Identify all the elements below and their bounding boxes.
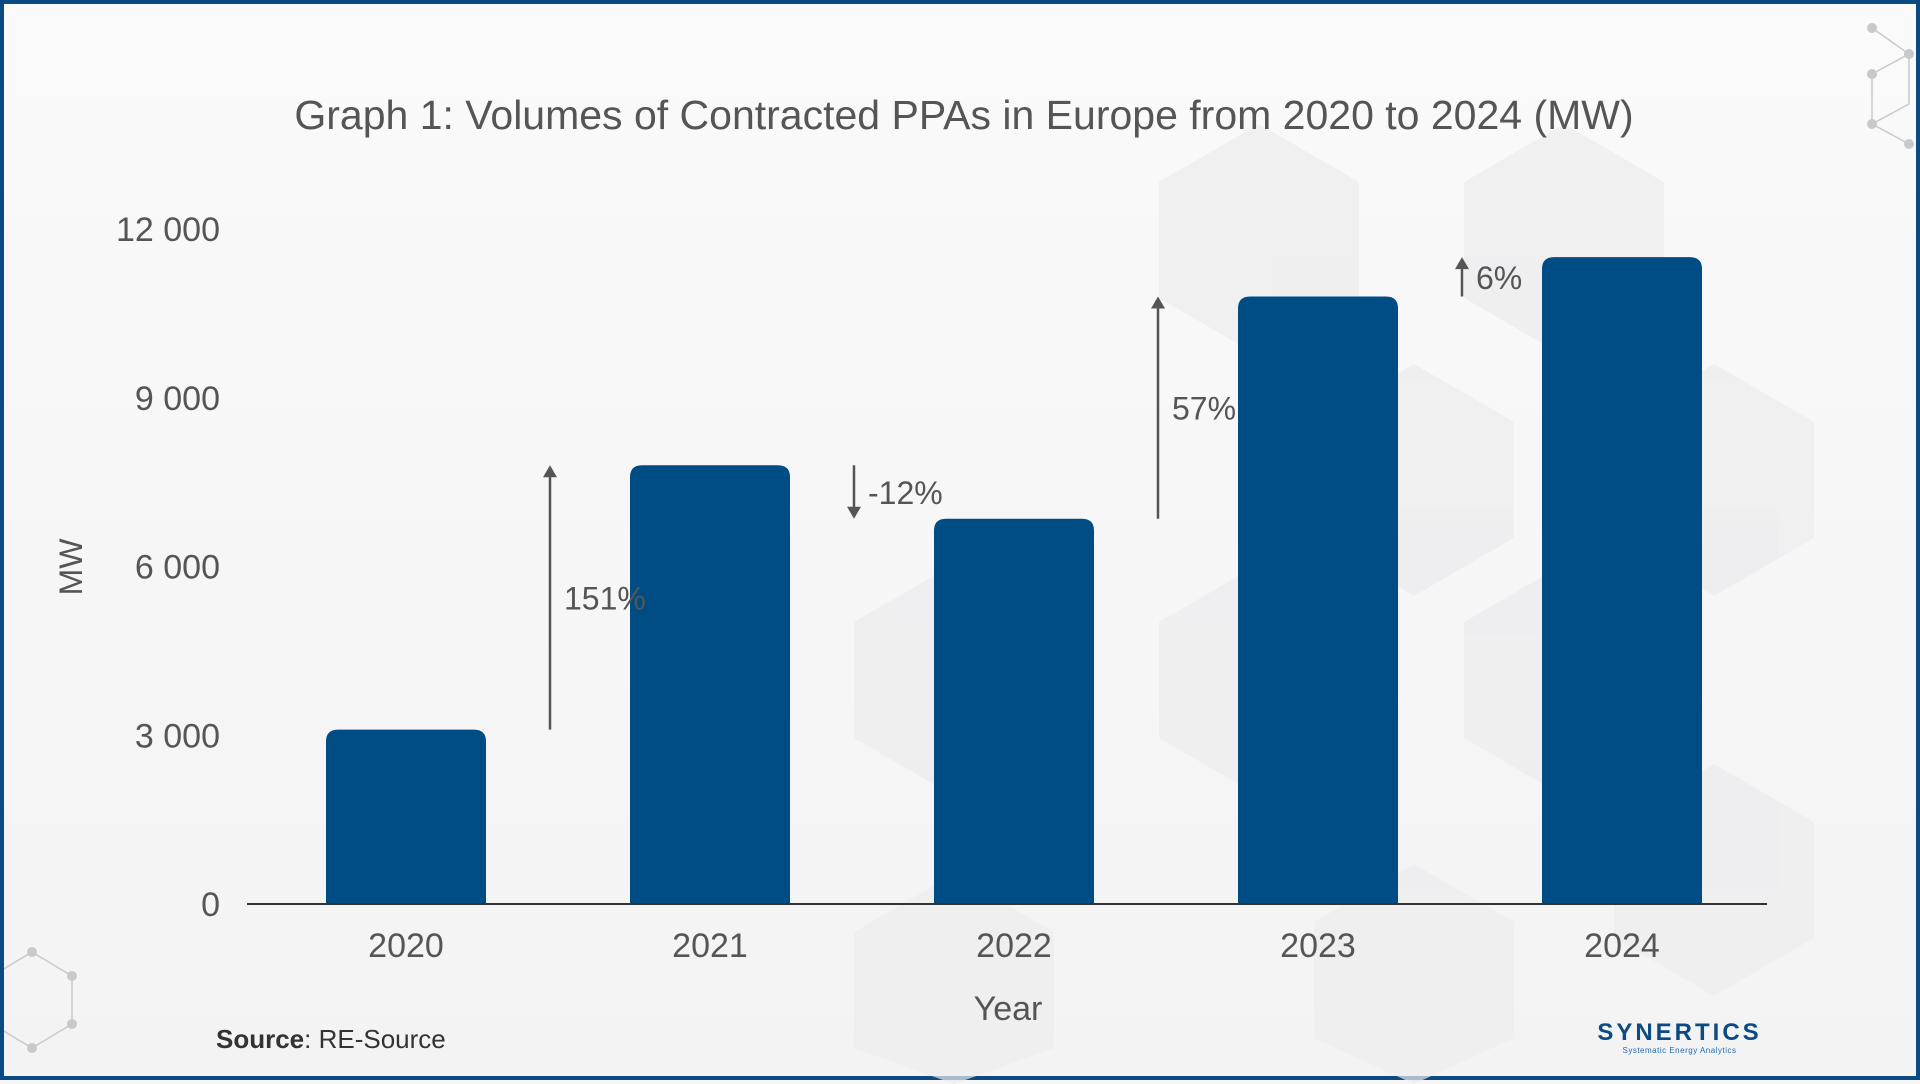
- growth-arrowhead: [1455, 257, 1469, 270]
- growth-annotation: 6%: [1455, 257, 1522, 297]
- x-tick-label: 2022: [976, 927, 1052, 965]
- source-note: Source: RE-Source: [216, 1024, 446, 1055]
- logo-tagline: Systematic Energy Analytics: [1622, 1046, 1737, 1055]
- x-tick-labels: 2020 2021 2022 2023 2024: [368, 927, 1660, 965]
- y-tick-label: 0: [201, 886, 220, 924]
- source-text: : RE-Source: [304, 1024, 446, 1054]
- x-tick-label: 2021: [672, 927, 748, 965]
- y-tick-label: 9 000: [135, 380, 220, 418]
- network-nodes-top-right: [1867, 23, 1914, 149]
- growth-label: 6%: [1476, 260, 1522, 296]
- bar-2020: [326, 729, 486, 904]
- logo-wordmark: SYNERTICS: [1597, 1019, 1762, 1046]
- network-nodes-bottom-left: [27, 947, 77, 1053]
- bar-2022: [934, 518, 1094, 904]
- growth-arrowhead: [1151, 296, 1165, 309]
- x-tick-label: 2020: [368, 927, 444, 965]
- y-tick-label: 3 000: [135, 717, 220, 755]
- growth-label: 57%: [1172, 391, 1236, 427]
- bg-hexagon: [854, 874, 1054, 1084]
- x-tick-label: 2023: [1280, 927, 1356, 965]
- bg-hexagon: [1314, 864, 1514, 1084]
- bar-2024: [1542, 257, 1702, 904]
- y-tick-labels: 0 3 000 6 000 9 000 12 000: [116, 211, 220, 924]
- growth-annotation: -12%: [847, 465, 943, 519]
- bars-layer: [326, 257, 1702, 904]
- x-tick-label: 2024: [1584, 927, 1660, 965]
- source-label: Source: [216, 1024, 305, 1054]
- growth-annotation: 57%: [1151, 296, 1236, 519]
- network-decoration-top-right: [1870, 27, 1910, 145]
- growth-label: -12%: [868, 475, 943, 511]
- y-tick-label: 6 000: [135, 549, 220, 587]
- growth-arrowhead: [847, 506, 861, 519]
- bar-2023: [1238, 296, 1398, 904]
- x-axis-label: Year: [974, 990, 1043, 1028]
- chart-title: Graph 1: Volumes of Contracted PPAs in E…: [294, 92, 1634, 138]
- synertics-logo: SYNERTICS Systematic Energy Analytics: [1592, 1020, 1767, 1056]
- growth-annotations: 151% -12% 57% 6%: [543, 257, 1522, 730]
- growth-annotation: 151%: [543, 465, 646, 730]
- growth-label: 151%: [564, 580, 646, 616]
- y-tick-label: 12 000: [116, 211, 220, 249]
- bar-2021: [630, 465, 790, 904]
- y-axis-label: MW: [53, 538, 89, 596]
- growth-arrowhead: [543, 465, 557, 478]
